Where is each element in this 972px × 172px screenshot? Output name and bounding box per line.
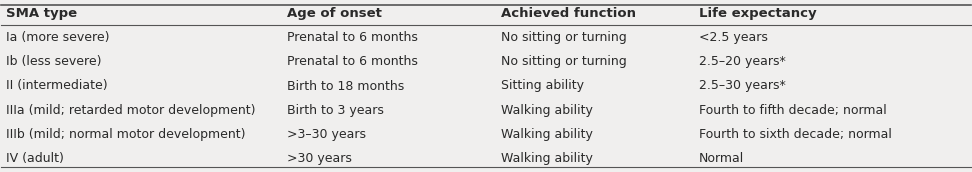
Text: <2.5 years: <2.5 years: [699, 31, 768, 44]
Text: Sitting ability: Sitting ability: [501, 79, 583, 93]
Text: IV (adult): IV (adult): [6, 152, 64, 165]
Text: Ib (less severe): Ib (less severe): [6, 55, 102, 68]
Text: Fourth to sixth decade; normal: Fourth to sixth decade; normal: [699, 128, 892, 141]
Text: Fourth to fifth decade; normal: Fourth to fifth decade; normal: [699, 104, 887, 117]
Text: Walking ability: Walking ability: [501, 128, 592, 141]
Text: 2.5–20 years*: 2.5–20 years*: [699, 55, 786, 68]
Text: Age of onset: Age of onset: [288, 7, 382, 20]
Text: No sitting or turning: No sitting or turning: [501, 55, 626, 68]
Text: >30 years: >30 years: [288, 152, 352, 165]
Text: Birth to 18 months: Birth to 18 months: [288, 79, 404, 93]
Text: Birth to 3 years: Birth to 3 years: [288, 104, 384, 117]
Text: II (intermediate): II (intermediate): [6, 79, 108, 93]
Text: No sitting or turning: No sitting or turning: [501, 31, 626, 44]
Text: IIIa (mild; retarded motor development): IIIa (mild; retarded motor development): [6, 104, 256, 117]
Text: Ia (more severe): Ia (more severe): [6, 31, 110, 44]
Text: SMA type: SMA type: [6, 7, 78, 20]
Text: 2.5–30 years*: 2.5–30 years*: [699, 79, 786, 93]
Text: Prenatal to 6 months: Prenatal to 6 months: [288, 31, 418, 44]
Text: >3–30 years: >3–30 years: [288, 128, 366, 141]
Text: Prenatal to 6 months: Prenatal to 6 months: [288, 55, 418, 68]
Text: Achieved function: Achieved function: [501, 7, 636, 20]
Text: Walking ability: Walking ability: [501, 104, 592, 117]
Text: Life expectancy: Life expectancy: [699, 7, 816, 20]
Text: Normal: Normal: [699, 152, 745, 165]
Text: Walking ability: Walking ability: [501, 152, 592, 165]
Text: IIIb (mild; normal motor development): IIIb (mild; normal motor development): [6, 128, 246, 141]
